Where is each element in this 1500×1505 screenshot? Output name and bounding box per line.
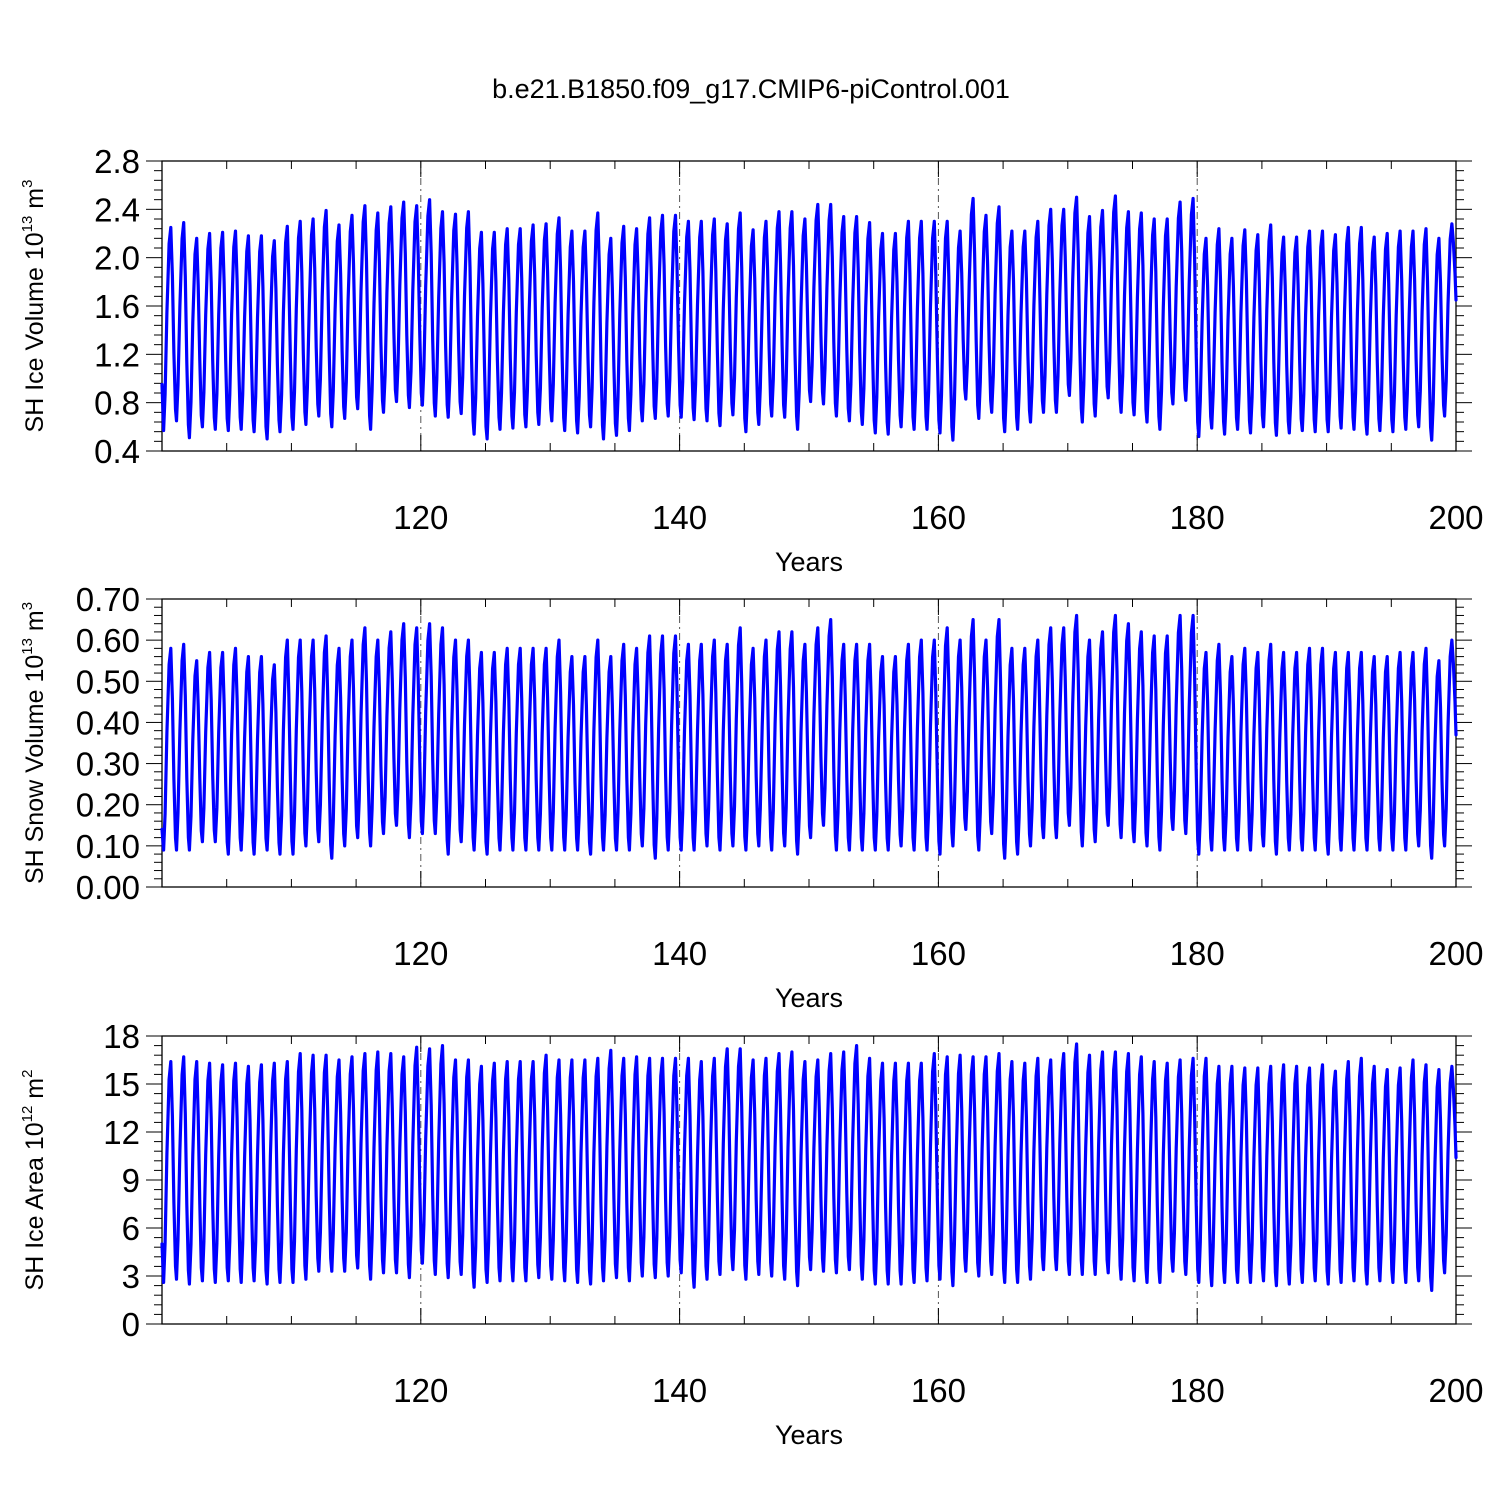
y-tick-label: 0.00 <box>76 869 140 906</box>
y-axis-label-sup1: 13 <box>19 638 36 655</box>
y-tick-label: 1.2 <box>94 336 140 373</box>
x-tick-label: 140 <box>652 1372 707 1409</box>
y-tick-label: 6 <box>122 1210 140 1247</box>
y-tick-label: 0.60 <box>76 622 140 659</box>
y-axis-label-sup2: 3 <box>19 602 36 610</box>
y-axis-label-sup2: 3 <box>19 180 36 188</box>
y-tick-label: 0 <box>122 1306 140 1343</box>
y-tick-label: 3 <box>122 1258 140 1295</box>
y-tick-label: 1.6 <box>94 288 140 325</box>
x-tick-label: 160 <box>911 935 966 972</box>
y-axis-label-mid: m <box>21 1078 49 1106</box>
y-tick-label: 0.30 <box>76 746 140 783</box>
y-axis-label-main: SH Snow Volume 10 <box>21 655 49 884</box>
chart-panel-2: 120 140 160 180 200 Years 0.00 0.10 0.20 0.30 0.40… <box>19 581 1484 1013</box>
x-tick-label: 200 <box>1428 1372 1483 1409</box>
x-tick-label: 200 <box>1428 935 1483 972</box>
y-axis-label: SH Snow Volume 1013 m3 <box>19 602 49 884</box>
chart-panel-1: 120 140 160 180 200 Years 0.4 0.8 1.2 1.6 2.0 2.4 2.… <box>19 143 1484 577</box>
y-tick-label: 2.8 <box>94 143 140 180</box>
x-tick-label: 120 <box>393 1372 448 1409</box>
x-tick-label: 160 <box>911 499 966 536</box>
chart-title: b.e21.B1850.f09_g17.CMIP6-piControl.001 <box>492 74 1010 104</box>
x-tick-label: 120 <box>393 499 448 536</box>
y-tick-label: 0.20 <box>76 787 140 824</box>
y-tick-label: 18 <box>103 1018 140 1055</box>
x-tick-label: 180 <box>1170 935 1225 972</box>
x-tick-label: 200 <box>1428 499 1483 536</box>
y-tick-label: 12 <box>103 1114 140 1151</box>
y-tick-label: 2.0 <box>94 240 140 277</box>
x-tick-label: 180 <box>1170 1372 1225 1409</box>
series-line <box>160 613 1458 860</box>
y-axis-label-main: SH Ice Area 10 <box>21 1122 49 1290</box>
y-tick-label: 0.10 <box>76 828 140 865</box>
y-tick-label: 0.50 <box>76 663 140 700</box>
y-axis-label-mid: m <box>21 610 49 638</box>
y-axis-label-sup1: 12 <box>19 1106 36 1123</box>
y-tick-label: 9 <box>122 1162 140 1199</box>
y-tick-label: 0.8 <box>94 385 140 422</box>
y-tick-label: 15 <box>103 1066 140 1103</box>
y-axis-label-sup2: 2 <box>19 1070 36 1078</box>
y-axis-label-sup1: 13 <box>19 216 36 233</box>
x-tick-label: 120 <box>393 935 448 972</box>
y-tick-label: 0.4 <box>94 433 140 470</box>
y-axis-label-main: SH Ice Volume 10 <box>21 232 49 432</box>
x-axis-label: Years <box>775 1420 843 1450</box>
x-axis-label: Years <box>775 547 843 577</box>
y-axis-label: SH Ice Area 1012 m2 <box>19 1070 49 1291</box>
y-tick-label: 0.40 <box>76 704 140 741</box>
chart-panel-3: 120 140 160 180 200 Years 0 3 6 9 12 15 18 SH Ice Are… <box>19 1018 1484 1450</box>
y-axis-label: SH Ice Volume 1013 m3 <box>19 180 49 433</box>
x-tick-label: 140 <box>652 499 707 536</box>
x-tick-label: 160 <box>911 1372 966 1409</box>
y-tick-label: 0.70 <box>76 581 140 618</box>
x-axis-label: Years <box>775 983 843 1013</box>
y-axis-label-mid: m <box>21 188 49 216</box>
y-tick-label: 2.4 <box>94 191 140 228</box>
series-line <box>160 1042 1458 1292</box>
series-line <box>160 194 1458 442</box>
x-tick-label: 180 <box>1170 499 1225 536</box>
x-tick-label: 140 <box>652 935 707 972</box>
